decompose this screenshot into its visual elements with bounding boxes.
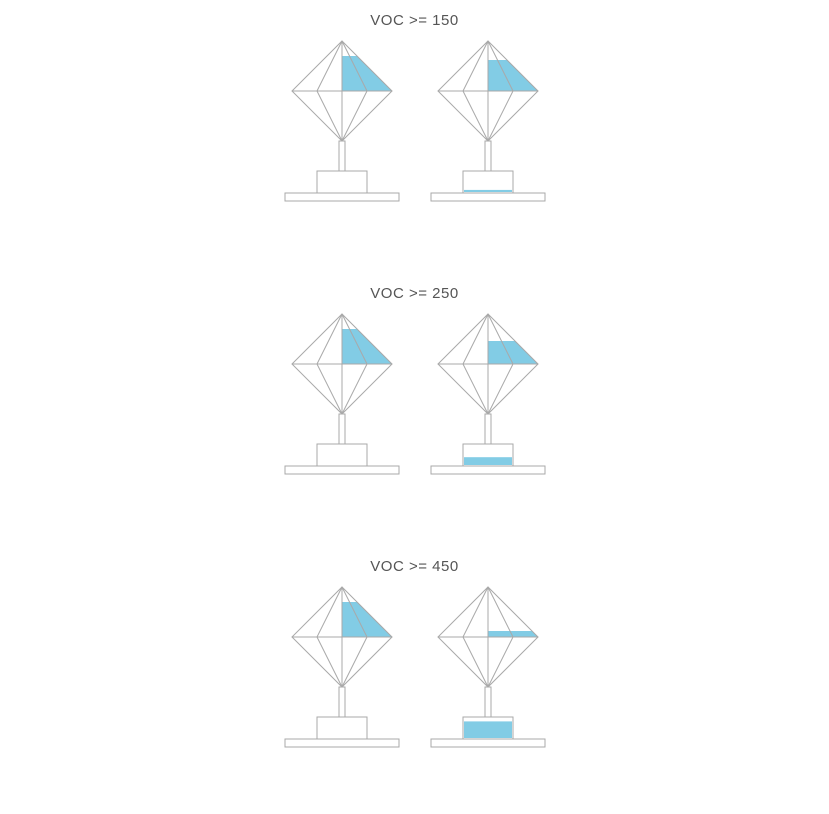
device-right [423, 306, 553, 478]
section-title: VOC >= 150 [370, 12, 458, 29]
section-title: VOC >= 250 [370, 285, 458, 302]
device-right [423, 579, 553, 751]
section-voc-450: VOC >= 450 [277, 558, 553, 751]
device-left [277, 579, 407, 751]
section-title: VOC >= 450 [370, 558, 458, 575]
device-pair [277, 579, 553, 751]
device-left [277, 33, 407, 205]
device-pair [277, 306, 553, 478]
page: VOC >= 150 VOC >= 250 VOC >= 450 [0, 0, 829, 814]
device-pair [277, 33, 553, 205]
device-right [423, 33, 553, 205]
device-left [277, 306, 407, 478]
section-voc-250: VOC >= 250 [277, 285, 553, 478]
section-voc-150: VOC >= 150 [277, 12, 553, 205]
